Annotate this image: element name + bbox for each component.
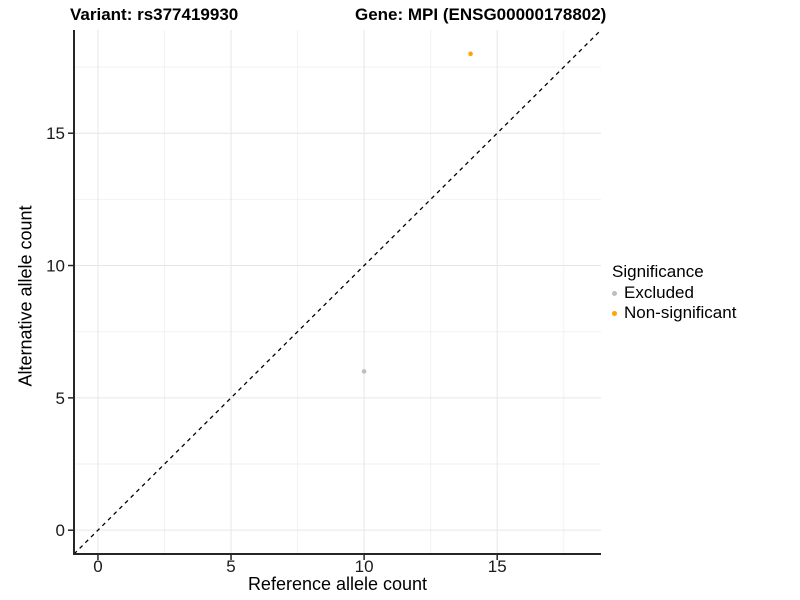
y-tick-label: 15 [46,124,65,143]
x-tick-label: 5 [226,557,235,576]
y-tick-label: 10 [46,257,65,276]
legend-title: Significance [612,262,704,281]
identity-reference-line [73,29,602,555]
y-tick-label: 5 [56,389,65,408]
data-point-non-significant [468,51,473,57]
legend-item-non-significant: Non-significant [612,303,736,323]
legend-dot-non-significant-icon [612,310,617,316]
data-point-excluded [361,369,367,374]
plot-title-variant: Variant: rs377419930 [70,5,239,24]
x-tick-label: 0 [93,557,102,576]
legend-label-non-significant: Non-significant [624,303,737,322]
legend: Significance Excluded Non-significant [612,261,736,323]
x-tick-label: 15 [488,557,507,576]
y-axis-title: Alternative allele count [15,205,36,387]
legend-dot-excluded-icon [612,290,617,296]
x-tick-label: 10 [355,557,374,576]
plot-title-gene: Gene: MPI (ENSG00000178802) [355,5,607,24]
x-axis-title: Reference allele count [247,574,428,594]
legend-item-excluded: Excluded [612,283,736,303]
y-tick-label: 0 [56,521,65,540]
legend-label-excluded: Excluded [624,283,694,302]
